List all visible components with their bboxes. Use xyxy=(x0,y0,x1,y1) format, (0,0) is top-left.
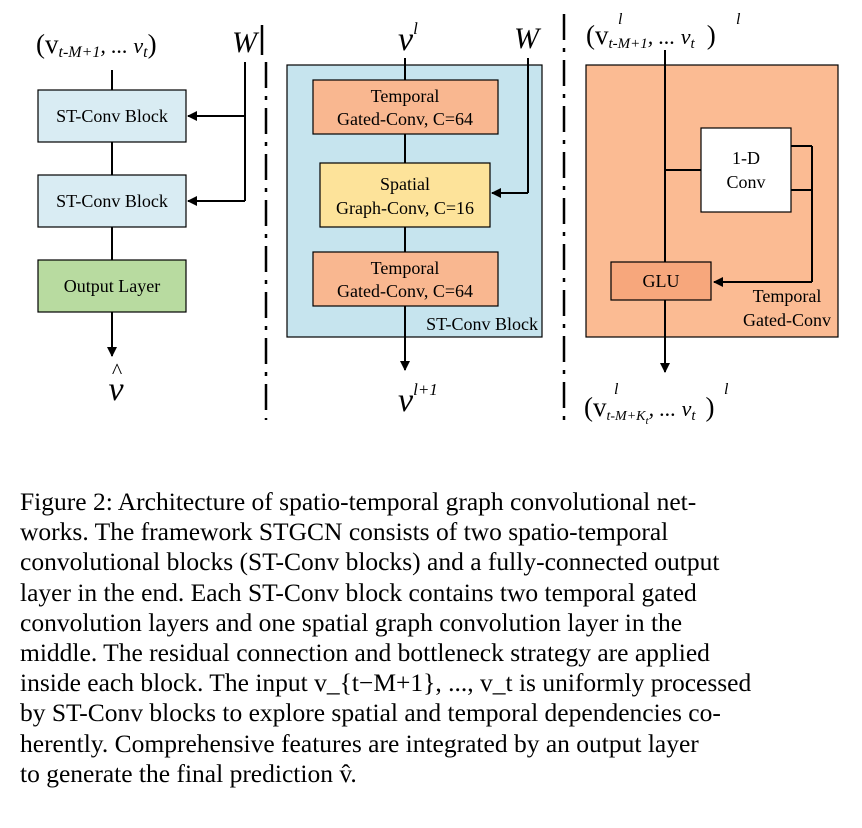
caption-line: by ST-Conv blocks to explore spatial and… xyxy=(20,698,721,728)
stgcn-architecture-diagram: (vt-M+1, ... vt) W ST-Conv Block ST-Conv… xyxy=(36,11,839,427)
st-conv-block-2 xyxy=(37,174,187,228)
figure-caption: Figure 2: Architecture of spatio-tempora… xyxy=(20,487,846,789)
st-conv-block-expanded-label: ST-Conv Block xyxy=(426,314,538,334)
left-output-symbol: v xyxy=(108,371,124,408)
glu-label: GLU xyxy=(643,271,680,291)
left-output-hat: ^ xyxy=(112,358,123,383)
right-output-sup-1: l xyxy=(614,381,619,398)
middle-panel: vl W ST-Conv Block Temporal Gated-Conv, … xyxy=(286,14,566,420)
caption-line: convolution layers and one spatial graph… xyxy=(20,607,683,637)
temporal-gated-conv-label-line1: Temporal xyxy=(753,286,822,306)
one-d-conv-line1: 1-D xyxy=(732,148,760,168)
left-input-label: (vt-M+1, ... vt) xyxy=(36,29,157,61)
caption-line: works. The framework STGCN consists of t… xyxy=(20,517,669,547)
temporal-gated-conv-1 xyxy=(312,79,499,135)
st-conv-block-1-label: ST-Conv Block xyxy=(56,106,168,126)
caption-line: Figure 2: Architecture of spatio-tempora… xyxy=(20,487,697,516)
temporal-gated-conv-label-line2: Gated-Conv xyxy=(743,310,831,330)
caption-line: to generate the final prediction v̂. xyxy=(20,758,357,788)
spatial-graph-conv xyxy=(319,162,491,228)
middle-input-symbol: vl xyxy=(398,19,418,58)
caption-line: convolutional blocks (ST-Conv blocks) an… xyxy=(20,547,720,577)
temporal-gated-conv-1-line1: Temporal xyxy=(371,86,440,106)
right-output-label: (vt-M+Kt, ... vt) xyxy=(584,392,715,427)
spatial-graph-conv-line2: Graph-Conv, C=16 xyxy=(336,198,474,218)
middle-w-label: W xyxy=(514,22,542,55)
temporal-gated-conv-2-line2: Gated-Conv, C=64 xyxy=(337,281,473,301)
right-panel: (vt-M+1, ... vt) l l Temporal Gated-Conv… xyxy=(584,11,839,427)
left-w-label: W xyxy=(232,26,260,59)
temporal-gated-conv-1-line2: Gated-Conv, C=64 xyxy=(337,109,473,129)
right-input-sup-1: l xyxy=(618,11,623,28)
right-input-label: (vt-M+1, ... vt) xyxy=(586,20,716,52)
caption-line: inside each block. The input v_{t−M+1}, … xyxy=(20,668,752,698)
glu-box xyxy=(610,261,712,301)
st-conv-block-1 xyxy=(37,89,187,143)
temporal-gated-conv-2 xyxy=(312,251,499,307)
one-d-conv-box xyxy=(700,127,792,213)
spatial-graph-conv-line1: Spatial xyxy=(380,174,430,194)
right-input-sup-2: l xyxy=(736,11,741,28)
caption-line: herently. Comprehensive features are int… xyxy=(20,728,699,758)
caption-line: layer in the end. Each ST-Conv block con… xyxy=(20,577,697,607)
output-layer-label: Output Layer xyxy=(64,276,160,296)
caption-line: middle. The residual connection and bott… xyxy=(20,638,710,668)
st-conv-block-2-label: ST-Conv Block xyxy=(56,191,168,211)
output-layer-box xyxy=(37,259,187,313)
right-output-sup-2: l xyxy=(724,381,729,398)
middle-output-symbol: vl+1 xyxy=(398,380,438,419)
left-panel: (vt-M+1, ... vt) W ST-Conv Block ST-Conv… xyxy=(36,25,268,420)
one-d-conv-line2: Conv xyxy=(726,172,765,192)
temporal-gated-conv-2-line1: Temporal xyxy=(371,258,440,278)
